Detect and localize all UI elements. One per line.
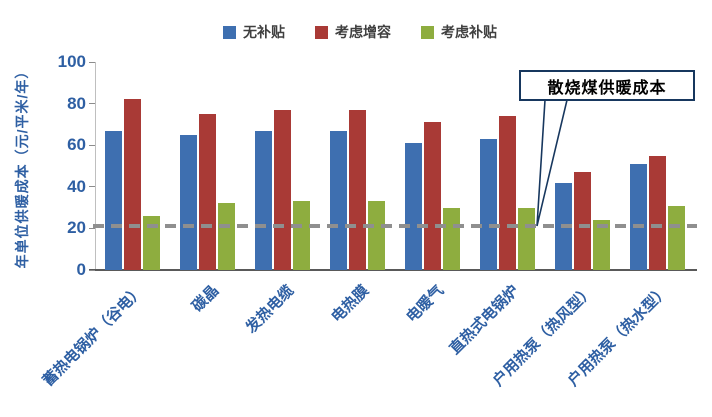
y-tick-mark bbox=[89, 186, 95, 188]
legend-label: 无补贴 bbox=[243, 24, 285, 40]
y-tick-mark bbox=[89, 227, 95, 229]
y-tick-mark bbox=[89, 144, 95, 146]
y-tick-mark bbox=[89, 61, 95, 63]
y-tick-label: 80 bbox=[67, 93, 86, 113]
bar bbox=[368, 201, 385, 270]
y-axis-title: 年单位供暖成本（元/平米/年） bbox=[14, 63, 30, 269]
bar bbox=[518, 207, 535, 270]
reference-dashed-line bbox=[93, 224, 697, 229]
bar bbox=[143, 215, 160, 270]
bar bbox=[218, 203, 235, 270]
bar bbox=[105, 130, 122, 270]
legend-swatch bbox=[315, 25, 328, 39]
bar bbox=[630, 163, 647, 270]
bar bbox=[293, 201, 310, 270]
bar bbox=[480, 138, 497, 270]
bar bbox=[499, 116, 516, 270]
legend-label: 考虑补贴 bbox=[441, 24, 497, 40]
bar bbox=[405, 143, 422, 270]
y-axis-line bbox=[95, 62, 96, 270]
bar bbox=[124, 99, 141, 270]
bar bbox=[424, 122, 441, 270]
bar bbox=[255, 130, 272, 270]
bar bbox=[274, 109, 291, 270]
bar bbox=[349, 109, 366, 270]
y-tick-label: 0 bbox=[76, 260, 86, 279]
bar bbox=[668, 205, 685, 270]
bar bbox=[199, 114, 216, 270]
bar bbox=[180, 134, 197, 270]
legend-item: 考虑增容 bbox=[315, 22, 391, 42]
x-axis-line bbox=[89, 269, 697, 271]
bar bbox=[443, 207, 460, 270]
legend-label: 考虑增容 bbox=[335, 24, 391, 40]
y-tick-label: 100 bbox=[57, 52, 86, 71]
bar bbox=[574, 172, 591, 270]
legend-swatch bbox=[421, 25, 434, 39]
chart-legend: 无补贴 考虑增容 考虑补贴 bbox=[60, 22, 660, 42]
y-tick-mark bbox=[89, 103, 95, 105]
reference-line-annotation: 散烧煤供暖成本 bbox=[519, 70, 695, 101]
plot-area: 蓄热电锅炉（谷电） 碳晶 发热电缆 电热膜 电暖气 直热式电锅炉 户用热泵（热风型） 户用热泵… bbox=[39, 61, 697, 390]
legend-swatch bbox=[223, 25, 236, 39]
bar bbox=[649, 155, 666, 270]
legend-item: 无补贴 bbox=[223, 22, 285, 42]
y-tick-mark bbox=[89, 269, 95, 271]
y-tick-label: 40 bbox=[67, 176, 86, 196]
bar bbox=[330, 130, 347, 270]
legend-item: 考虑补贴 bbox=[421, 22, 497, 42]
y-tick-label: 20 bbox=[67, 218, 86, 238]
y-tick-label: 60 bbox=[67, 135, 86, 155]
bar bbox=[593, 220, 610, 270]
